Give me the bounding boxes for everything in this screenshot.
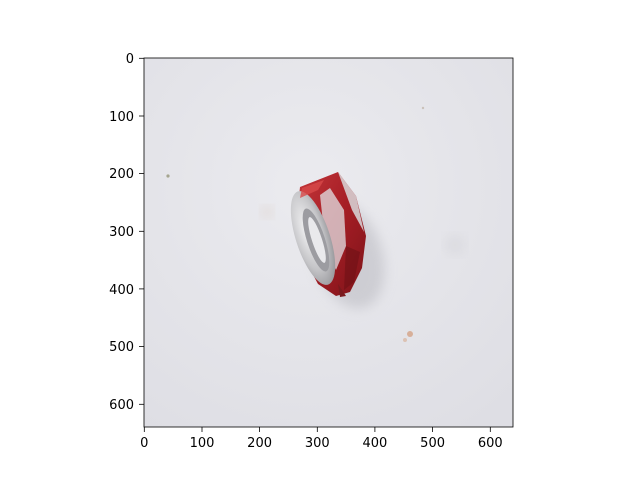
x-tick-label: 400: [362, 436, 387, 451]
crushed-can: [290, 172, 366, 297]
x-tick-label: 600: [478, 436, 503, 451]
y-tick-label: 200: [109, 167, 134, 182]
x-axis: 0 100 200 300 400 500 600: [140, 427, 503, 451]
y-tick-label: 300: [109, 225, 134, 240]
y-axis: 0 100 200 300 400 500 600: [109, 52, 144, 413]
x-tick-label: 500: [420, 436, 445, 451]
x-tick-label: 200: [247, 436, 272, 451]
x-tick-label: 0: [140, 436, 148, 451]
y-tick-label: 500: [109, 340, 134, 355]
photo: [143, 57, 514, 428]
y-tick-label: 600: [109, 398, 134, 413]
x-tick-label: 100: [190, 436, 215, 451]
y-tick-label: 100: [109, 110, 134, 125]
y-tick-label: 400: [109, 283, 134, 298]
y-tick-label: 0: [126, 52, 134, 67]
x-tick-label: 300: [305, 436, 330, 451]
